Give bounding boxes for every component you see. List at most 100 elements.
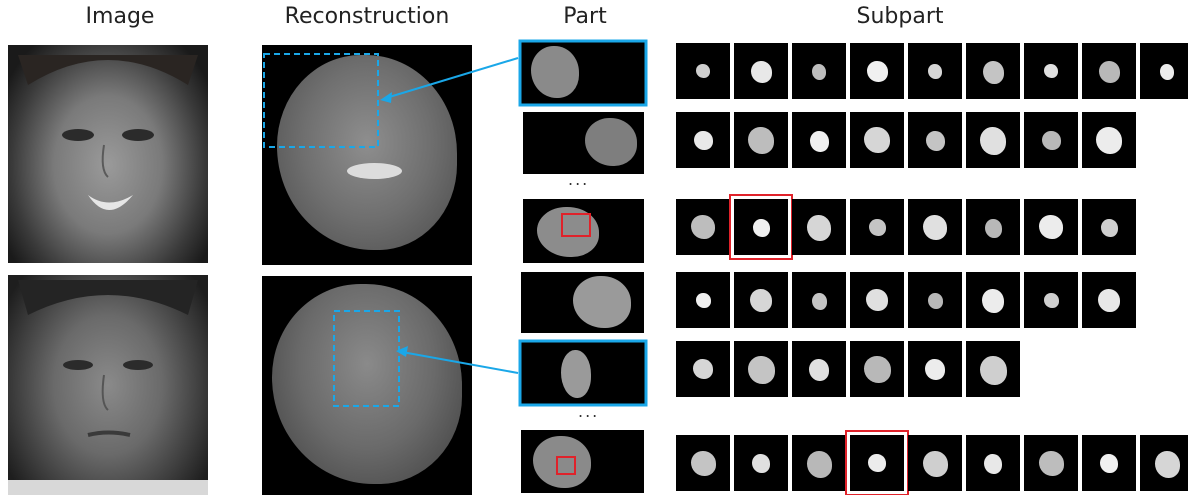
- subpart-tile: [845, 430, 909, 495]
- subpart-tile: [676, 435, 730, 491]
- subpart-region: [809, 359, 829, 381]
- subpart-region: [811, 292, 827, 310]
- subpart-tile: [1024, 199, 1078, 255]
- subpart-region: [748, 127, 774, 154]
- subpart-region: [809, 130, 829, 152]
- subpart-region: [750, 289, 772, 312]
- part-column-header: Part: [563, 4, 607, 29]
- subpart-tile: [792, 199, 846, 255]
- subpart-tile: [966, 272, 1020, 328]
- subpart-tile: [1082, 112, 1136, 168]
- subpart-tile: [792, 435, 846, 491]
- subpart-tile: [908, 272, 962, 328]
- subpart-region: [752, 454, 770, 473]
- subpart-tile: [908, 199, 962, 255]
- subpart-tile: [792, 43, 846, 99]
- subpart-tile: [966, 43, 1020, 99]
- subpart-region: [747, 355, 775, 384]
- subpart-tile: [734, 112, 788, 168]
- subpart-tile: [792, 272, 846, 328]
- subpart-region: [982, 60, 1004, 84]
- subpart-tile: [1082, 43, 1136, 99]
- input-face-image-2: [8, 275, 208, 495]
- subpart-region: [925, 359, 945, 380]
- subpart-region: [691, 215, 715, 239]
- subpart-tile: [676, 199, 730, 255]
- subpart-tile: [1140, 43, 1188, 99]
- subpart-tile: [1024, 43, 1078, 99]
- subpart-tile: [734, 341, 788, 397]
- subpart-tile: [734, 435, 788, 491]
- subpart-tile: [676, 43, 730, 99]
- image-column-header: Image: [85, 4, 155, 29]
- part-region: [585, 118, 637, 166]
- subpart-region: [866, 60, 888, 82]
- part-ellipsis-2: ...: [578, 402, 600, 421]
- subpart-region: [812, 64, 826, 80]
- subpart-column-header: Subpart: [856, 4, 944, 29]
- subpart-tile: [850, 199, 904, 255]
- subpart-region: [1098, 60, 1120, 83]
- subpart-region: [1038, 450, 1064, 476]
- subpart-region: [750, 60, 772, 83]
- part-tile-2: [523, 112, 644, 174]
- subpart-region: [863, 355, 891, 383]
- subpart-tile: [966, 199, 1020, 255]
- subpart-region: [866, 289, 888, 311]
- subpart-tile: [1082, 272, 1136, 328]
- part-region: [573, 276, 631, 328]
- subpart-tile: [850, 43, 904, 99]
- subpart-region: [868, 218, 886, 236]
- subpart-region: [693, 359, 713, 379]
- subpart-region: [1096, 127, 1122, 154]
- subpart-tile: [850, 112, 904, 168]
- subpart-region: [752, 218, 770, 237]
- subpart-region: [864, 127, 890, 153]
- subpart-region: [1154, 450, 1180, 478]
- part-ellipsis-1: ...: [568, 170, 590, 189]
- subpart-tile: [729, 194, 793, 260]
- subpart-region: [1100, 454, 1118, 473]
- subpart-tile: [966, 341, 1020, 397]
- subpart-tile: [1024, 112, 1078, 168]
- subpart-region: [695, 292, 711, 308]
- subpart-tile: [792, 341, 846, 397]
- subpart-region: [1100, 218, 1118, 237]
- subpart-tile: [676, 272, 730, 328]
- face-features-2: [8, 280, 208, 495]
- subpart-region: [982, 289, 1004, 313]
- subpart-region: [1041, 130, 1061, 150]
- subpart-region: [693, 130, 713, 150]
- subpart-region: [696, 64, 710, 78]
- subpart-tile: [966, 112, 1020, 168]
- subpart-region: [1160, 64, 1174, 80]
- subpart-tile: [908, 112, 962, 168]
- subpart-tile: [908, 435, 962, 491]
- subpart-tile: [850, 341, 904, 397]
- subpart-region: [984, 218, 1002, 238]
- subpart-region: [1044, 64, 1058, 78]
- subpart-region: [980, 127, 1006, 155]
- subpart-region: [807, 215, 831, 241]
- subpart-tile: [908, 341, 962, 397]
- reconstruction-column-header: Reconstruction: [284, 4, 450, 29]
- subpart-region: [690, 450, 716, 476]
- subpart-tile: [1082, 435, 1136, 491]
- subpart-region: [806, 450, 832, 478]
- subpart-tile: [1140, 435, 1188, 491]
- subpart-tile: [908, 43, 962, 99]
- subpart-region: [922, 450, 948, 477]
- subpart-tile: [1024, 435, 1078, 491]
- subpart-region: [1043, 292, 1059, 308]
- subpart-tile: [1024, 272, 1078, 328]
- face-features-1: [18, 55, 198, 210]
- part-tile-4: [521, 272, 644, 333]
- subpart-region: [925, 130, 945, 151]
- subpart-tile: [734, 272, 788, 328]
- subpart-tile: [676, 112, 730, 168]
- subpart-region: [928, 64, 942, 79]
- subpart-region: [1098, 289, 1120, 312]
- subpart-tile: [850, 272, 904, 328]
- subpart-region: [923, 215, 947, 240]
